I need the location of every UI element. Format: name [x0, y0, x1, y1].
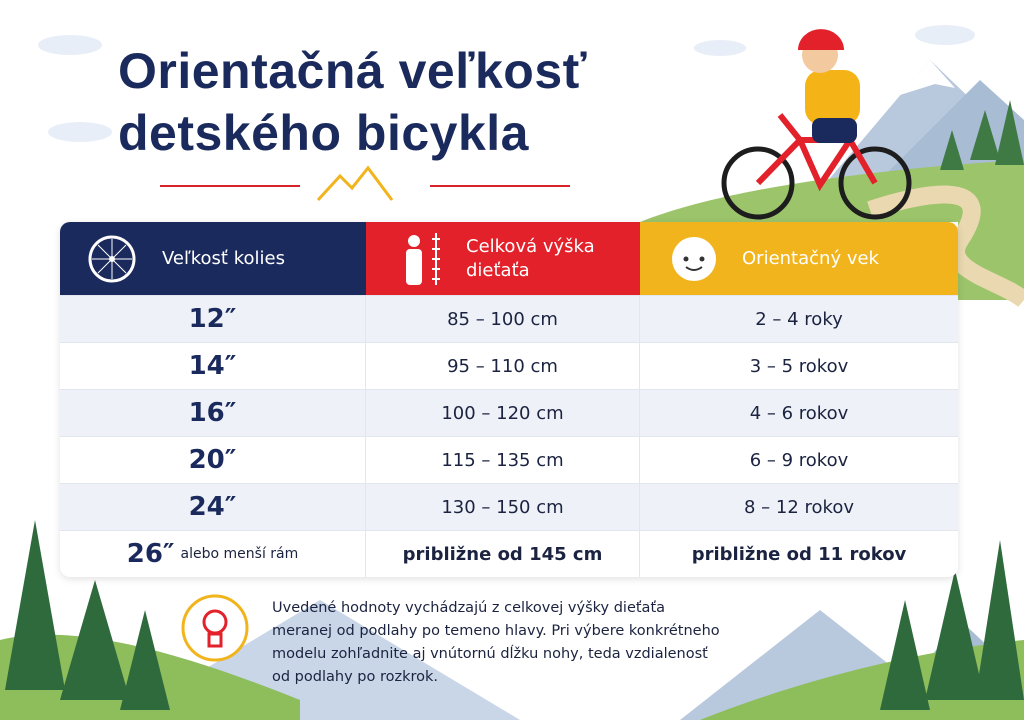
- table-cell: 24″: [60, 484, 366, 530]
- column-header: Veľkosť kolies: [162, 247, 285, 269]
- wheel-icon: [88, 235, 136, 282]
- header-cell: Celková výška dieťaťa: [366, 222, 640, 295]
- header-row: Veľkosť kolies Celková výška dieťaťa Ori…: [60, 222, 958, 295]
- table-cell: 6 – 9 rokov: [749, 449, 849, 471]
- clouds: [38, 25, 975, 142]
- table-cell: 8 – 12 rokov: [744, 496, 854, 518]
- table-cell: 130 – 150 cm: [366, 484, 640, 530]
- table-cell: 26″ alebo menší rám: [60, 531, 366, 577]
- note-line: od podlahy po rozkrok.: [272, 669, 438, 685]
- note-line: modelu zohľadnite aj vnútornú dĺžku nohy…: [272, 646, 708, 662]
- table-cell: 12″: [60, 296, 366, 342]
- bulb-icon: [181, 594, 249, 662]
- wheel-size: 24″: [188, 492, 237, 522]
- wheel-size-note: alebo menší rám: [180, 546, 299, 562]
- note: Uvedené hodnoty vychádzajú z celkovej vý…: [272, 597, 720, 689]
- wheel-size: 16″: [188, 398, 237, 428]
- table-row: 16″ 100 – 120 cm 4 – 6 rokov: [60, 389, 958, 436]
- trees-top: [940, 100, 1024, 170]
- path: [867, 185, 1024, 308]
- column-header: Celková výška dieťaťa: [466, 235, 595, 281]
- table-cell: 100 – 120 cm: [366, 390, 640, 436]
- trees-bottom: [5, 520, 1024, 710]
- table-cell: 3 – 5 rokov: [749, 355, 849, 377]
- table-row: 20″ 115 – 135 cm 6 – 9 rokov: [60, 436, 958, 483]
- table-cell: 16″: [60, 390, 366, 436]
- table-cell: 85 – 100 cm: [366, 296, 640, 342]
- title-line: detského bicykla: [118, 105, 529, 161]
- note-line: Uvedené hodnoty vychádzajú z celkovej vý…: [272, 600, 666, 616]
- header-cell: Orientačný vek: [640, 222, 958, 295]
- table-cell: 2 – 4 roky: [755, 308, 843, 330]
- table-row: 26″ alebo menší rám približne od 145 cm pri…: [60, 530, 958, 577]
- title-line: Orientačná veľkosť: [118, 43, 588, 99]
- table-cell: 115 – 135 cm: [366, 437, 640, 483]
- wheel-size: 26″: [126, 539, 175, 569]
- face-icon: [672, 236, 716, 281]
- table-row: 12″ 85 – 100 cm 2 – 4 roky: [60, 295, 958, 342]
- height-icon: [406, 232, 440, 285]
- cyclist: [721, 29, 912, 220]
- table-cell: 95 – 110 cm: [366, 343, 640, 389]
- column-header: Orientačný vek: [742, 247, 879, 269]
- title-mountain-icon: [316, 165, 394, 202]
- table-cell: približne od 11 rokov: [691, 543, 907, 565]
- wheel-size: 20″: [188, 445, 237, 475]
- table-row: 24″ 130 – 150 cm 8 – 12 rokov: [60, 483, 958, 530]
- table-body: 12″ 85 – 100 cm 2 – 4 roky 14″ 95 – 110 cm 3 …: [60, 295, 958, 577]
- title: Orientačná veľkosť detského bicykla: [118, 40, 587, 164]
- wheel-size: 12″: [188, 304, 237, 334]
- table-cell: 20″: [60, 437, 366, 483]
- table-row: 14″ 95 – 110 cm 3 – 5 rokov: [60, 342, 958, 389]
- table-cell: približne od 145 cm: [366, 531, 640, 577]
- note-line: meranej od podlahy po temeno hlavy. Pri …: [272, 623, 720, 639]
- table-cell: 14″: [60, 343, 366, 389]
- table-cell: 4 – 6 rokov: [749, 402, 849, 424]
- wheel-size: 14″: [188, 351, 237, 381]
- size-table: Veľkosť kolies Celková výška dieťaťa Ori…: [60, 222, 958, 577]
- header-cell: Veľkosť kolies: [60, 222, 366, 295]
